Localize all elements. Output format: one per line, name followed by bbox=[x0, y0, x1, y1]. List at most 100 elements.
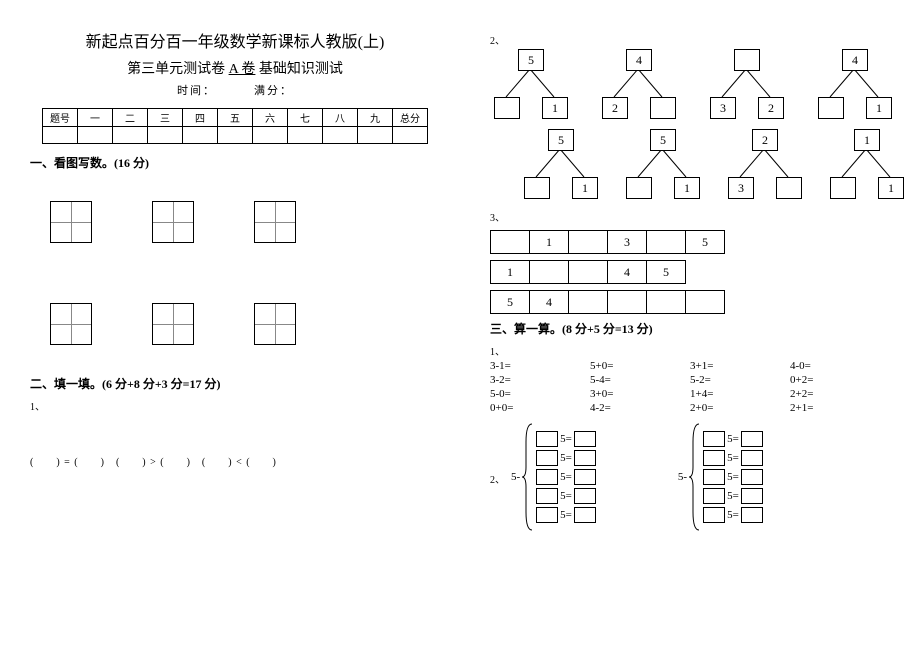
compare-line: ( ) = ( ) ( ) > ( ) ( ) < ( ) bbox=[30, 453, 440, 468]
blank-box bbox=[741, 488, 763, 504]
seq-table-3: 54 bbox=[490, 290, 725, 314]
bonds-label: 2、 bbox=[490, 32, 900, 47]
eq-text: 5= bbox=[560, 490, 572, 502]
title-sub-prefix: 第三单元测试卷 bbox=[127, 62, 229, 77]
number-bond: 41 bbox=[814, 49, 894, 119]
grid-square bbox=[50, 303, 92, 345]
title-sub-underline: A 卷 bbox=[229, 62, 256, 77]
blank-box bbox=[741, 507, 763, 523]
score-header-cell: 三 bbox=[148, 109, 183, 127]
bonds-row-2: 51 51 23 11 bbox=[520, 129, 900, 199]
bond-top-box: 5 bbox=[518, 49, 544, 71]
eq-line: 5= bbox=[701, 507, 765, 523]
blank-box bbox=[741, 431, 763, 447]
blank-box bbox=[574, 507, 596, 523]
table-row: 145 bbox=[491, 261, 686, 284]
section3-heading: 三、算一算。(8 分+5 分=13 分) bbox=[490, 320, 900, 337]
grid-square bbox=[152, 303, 194, 345]
blank-box bbox=[741, 450, 763, 466]
number-bond: 51 bbox=[490, 49, 570, 119]
section1-heading: 一、看图写数。(16 分) bbox=[30, 154, 440, 171]
seq-cell bbox=[686, 291, 725, 314]
title-sub-suffix: 基础知识测试 bbox=[259, 62, 343, 77]
table-row: 54 bbox=[491, 291, 725, 314]
arith-cell: 4-0= bbox=[790, 360, 870, 372]
score-empty-row bbox=[43, 127, 428, 144]
eq-line: 5= bbox=[701, 488, 765, 504]
score-empty-cell bbox=[218, 127, 253, 144]
blank-box bbox=[536, 469, 558, 485]
eq-stack-right: 5=5=5=5=5= bbox=[701, 431, 765, 523]
meta-time: 时间： bbox=[177, 85, 216, 97]
arith-cell: 4-2= bbox=[590, 402, 670, 414]
seq-table-2: 145 bbox=[490, 260, 686, 284]
grid-square bbox=[152, 201, 194, 243]
arith-cell: 0+0= bbox=[490, 402, 570, 414]
bond-right-box: 1 bbox=[542, 97, 568, 119]
eq-line: 5= bbox=[534, 450, 598, 466]
section2-sub1: 1、 bbox=[30, 398, 440, 413]
blank-box bbox=[536, 431, 558, 447]
grid-square bbox=[50, 201, 92, 243]
blank-box bbox=[703, 469, 725, 485]
seq-cell bbox=[491, 231, 530, 254]
eq-text: 5= bbox=[560, 471, 572, 483]
seq-cell: 5 bbox=[647, 261, 686, 284]
seq-cell bbox=[530, 261, 569, 284]
section3-sub1: 1、 bbox=[490, 343, 900, 358]
arith-cell: 3+1= bbox=[690, 360, 770, 372]
number-bond: 42 bbox=[598, 49, 678, 119]
grid-square bbox=[254, 303, 296, 345]
bond-right-box bbox=[776, 177, 802, 199]
page-root: 新起点百分百一年级数学新课标人教版(上) 第三单元测试卷 A 卷 基础知识测试 … bbox=[0, 0, 920, 650]
left-brace-icon bbox=[522, 422, 534, 532]
score-empty-cell bbox=[323, 127, 358, 144]
blank-box bbox=[703, 488, 725, 504]
arith-cell: 3-2= bbox=[490, 374, 570, 386]
number-bond: 11 bbox=[826, 129, 900, 199]
seq-cell: 1 bbox=[530, 231, 569, 254]
score-header-cell: 二 bbox=[113, 109, 148, 127]
score-empty-cell bbox=[288, 127, 323, 144]
arith-grid: 3-1=5+0=3+1=4-0=3-2=5-4=5-2=0+2=5-0=3+0=… bbox=[490, 360, 870, 414]
seq-cell: 1 bbox=[491, 261, 530, 284]
arith-cell: 5-4= bbox=[590, 374, 670, 386]
brace-left-prefix: 5- bbox=[511, 471, 520, 483]
brace-group-left: 2、 5- 5=5=5=5=5= bbox=[490, 422, 598, 532]
bond-right-box: 1 bbox=[878, 177, 904, 199]
blank-box bbox=[741, 469, 763, 485]
eq-text: 5= bbox=[727, 490, 739, 502]
table-row: 135 bbox=[491, 231, 725, 254]
arith-cell: 2+1= bbox=[790, 402, 870, 414]
bond-top-box: 4 bbox=[626, 49, 652, 71]
blank-box bbox=[703, 507, 725, 523]
seq-cell: 5 bbox=[686, 231, 725, 254]
bond-left-box bbox=[818, 97, 844, 119]
seq-cell: 5 bbox=[491, 291, 530, 314]
score-empty-cell bbox=[183, 127, 218, 144]
bond-left-box: 2 bbox=[602, 97, 628, 119]
grid-square bbox=[254, 201, 296, 243]
score-table: 题号一二三四五六七八九总分 bbox=[42, 108, 428, 144]
left-column: 新起点百分百一年级数学新课标人教版(上) 第三单元测试卷 A 卷 基础知识测试 … bbox=[0, 0, 460, 650]
blank-box bbox=[574, 488, 596, 504]
number-bond: 51 bbox=[622, 129, 696, 199]
blank-box bbox=[574, 431, 596, 447]
score-header-cell: 总分 bbox=[393, 109, 428, 127]
seq-table-1: 135 bbox=[490, 230, 725, 254]
eq-text: 5= bbox=[727, 471, 739, 483]
section3-sub2: 2、 bbox=[490, 471, 505, 486]
bonds-row-1: 51423241 bbox=[490, 49, 900, 119]
arith-cell: 3+0= bbox=[590, 388, 670, 400]
number-bond: 23 bbox=[724, 129, 798, 199]
eq-text: 5= bbox=[727, 452, 739, 464]
eq-line: 5= bbox=[534, 507, 598, 523]
number-bond: 51 bbox=[520, 129, 594, 199]
blank-box bbox=[536, 450, 558, 466]
section2-heading: 二、填一填。(6 分+8 分+3 分=17 分) bbox=[30, 375, 440, 392]
brace-right-prefix: 5- bbox=[678, 471, 687, 483]
eq-line: 5= bbox=[534, 469, 598, 485]
number-bond: 32 bbox=[706, 49, 786, 119]
blank-box bbox=[574, 469, 596, 485]
blank-box bbox=[574, 450, 596, 466]
